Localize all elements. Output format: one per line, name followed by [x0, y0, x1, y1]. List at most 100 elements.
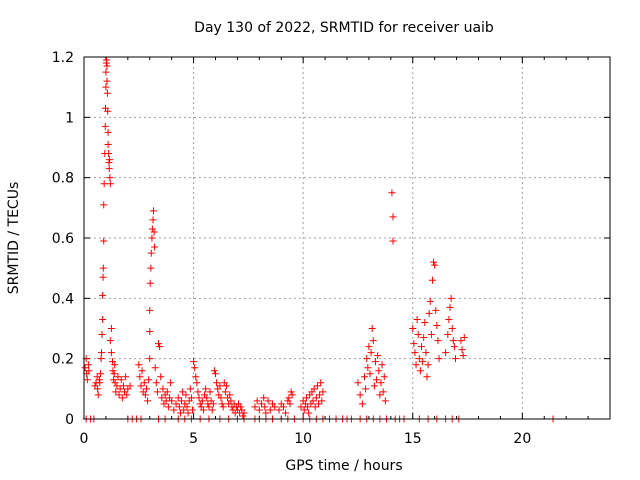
data-point — [451, 355, 459, 363]
data-point — [101, 122, 109, 130]
y-axis-label: SRMTID / TECUs — [6, 182, 22, 295]
data-point — [449, 337, 457, 345]
data-point — [260, 394, 268, 402]
data-point — [445, 315, 453, 323]
data-point — [419, 358, 427, 366]
data-point — [354, 379, 362, 387]
data-point — [81, 364, 89, 372]
data-point — [153, 388, 161, 396]
data-point — [275, 406, 283, 414]
data-point — [361, 373, 369, 381]
data-point — [180, 406, 188, 414]
data-point — [122, 373, 130, 381]
data-point — [317, 379, 325, 387]
data-point — [364, 364, 372, 372]
data-point — [426, 297, 434, 305]
data-point — [218, 400, 226, 408]
data-point — [365, 343, 373, 351]
data-point — [425, 309, 433, 317]
data-point — [240, 409, 248, 417]
y-tick-label: 1 — [65, 110, 74, 126]
data-point — [222, 382, 230, 390]
data-point — [448, 325, 456, 332]
axis-ticks — [83, 56, 610, 420]
data-point — [183, 403, 191, 411]
data-point — [105, 165, 113, 173]
data-point — [378, 361, 386, 369]
x-tick-label: 10 — [294, 431, 312, 447]
y-tick-label: 0.4 — [52, 291, 74, 307]
data-point — [255, 406, 263, 414]
data-point — [106, 174, 114, 182]
data-point — [106, 180, 114, 188]
data-point — [157, 373, 165, 381]
data-point — [111, 361, 119, 369]
data-point — [110, 370, 118, 378]
data-point — [194, 388, 202, 396]
data-point — [203, 394, 211, 402]
data-point — [388, 189, 396, 197]
data-point — [170, 406, 178, 414]
data-point — [212, 370, 219, 378]
data-point — [191, 364, 199, 372]
data-point — [213, 379, 221, 387]
data-point — [150, 228, 158, 236]
data-point — [115, 391, 123, 399]
data-point — [221, 388, 229, 396]
tick-labels: 0 5 10 15 20 0 0.2 0.4 0.6 0.8 1 1.2 — [52, 50, 532, 447]
data-point — [107, 349, 115, 357]
plot-frame — [83, 56, 611, 420]
data-point — [458, 346, 466, 354]
data-point — [110, 376, 118, 384]
data-point — [152, 379, 160, 387]
data-point — [167, 379, 175, 387]
data-point — [205, 403, 213, 411]
data-point — [435, 355, 443, 363]
data-point — [271, 403, 279, 411]
data-point — [369, 337, 377, 345]
data-point — [358, 400, 366, 408]
data-points — [81, 56, 557, 423]
data-point — [99, 273, 107, 281]
data-point — [174, 394, 182, 402]
data-point — [176, 409, 184, 417]
data-point — [107, 325, 115, 332]
data-point — [423, 373, 431, 381]
data-point — [237, 403, 245, 411]
data-point — [368, 325, 376, 332]
data-point — [109, 367, 117, 375]
data-point — [175, 403, 183, 411]
data-point — [286, 400, 294, 408]
data-point — [104, 128, 112, 136]
data-point — [142, 385, 150, 393]
data-point — [287, 388, 295, 396]
data-point — [186, 385, 194, 393]
data-point — [85, 367, 93, 375]
y-tick-label: 0.2 — [52, 352, 74, 368]
data-point — [118, 394, 126, 402]
data-point — [97, 355, 105, 363]
data-point — [459, 352, 467, 360]
data-point — [114, 373, 122, 381]
data-point — [309, 397, 317, 405]
data-point — [193, 379, 201, 387]
data-point — [300, 406, 308, 414]
data-point — [431, 261, 439, 269]
data-point — [432, 306, 440, 314]
data-point — [155, 340, 163, 348]
data-point — [219, 403, 227, 411]
data-point — [442, 349, 450, 357]
data-point — [411, 349, 419, 357]
data-point — [96, 379, 104, 387]
data-point — [113, 382, 121, 390]
data-point — [421, 318, 429, 326]
data-point — [264, 397, 272, 405]
data-point — [253, 397, 261, 405]
data-point — [105, 150, 113, 158]
data-point — [434, 337, 442, 345]
data-point — [288, 391, 296, 399]
data-point — [168, 397, 176, 405]
data-point — [376, 391, 384, 399]
data-point — [226, 391, 234, 399]
data-point — [285, 394, 293, 402]
